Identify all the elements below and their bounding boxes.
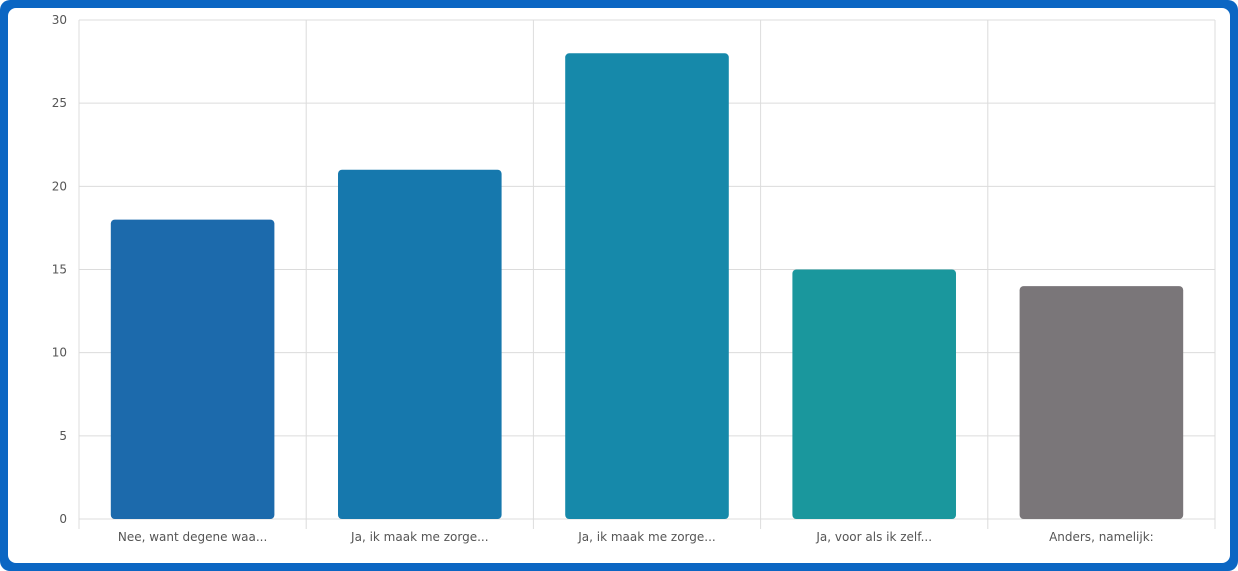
- bar[interactable]: [792, 269, 956, 520]
- y-tick-label: 20: [52, 179, 67, 193]
- y-tick-label: 5: [59, 429, 67, 443]
- x-tick-label: Ja, voor als ik zelf...: [815, 530, 932, 544]
- x-tick-label: Anders, namelijk:: [1049, 530, 1154, 544]
- x-tick-label: Nee, want degene waa...: [118, 530, 267, 544]
- bar[interactable]: [565, 53, 729, 520]
- y-tick-label: 10: [52, 346, 67, 360]
- y-tick-label: 0: [59, 512, 67, 526]
- x-tick-label: Ja, ik maak me zorge...: [577, 530, 715, 544]
- y-tick-label: 15: [52, 263, 67, 277]
- x-tick-label: Ja, ik maak me zorge...: [350, 530, 488, 544]
- bar[interactable]: [1019, 286, 1184, 519]
- bar[interactable]: [338, 169, 502, 519]
- y-tick-label: 25: [52, 96, 67, 110]
- bar[interactable]: [110, 219, 275, 519]
- bar-chart: 0 5 10 15 20 25 30 Nee, want degene waa... Ja, i…: [52, 13, 1216, 544]
- y-tick-label: 30: [52, 13, 67, 27]
- chart-panel: 0 5 10 15 20 25 30 Nee, want degene waa... Ja, i…: [8, 8, 1230, 563]
